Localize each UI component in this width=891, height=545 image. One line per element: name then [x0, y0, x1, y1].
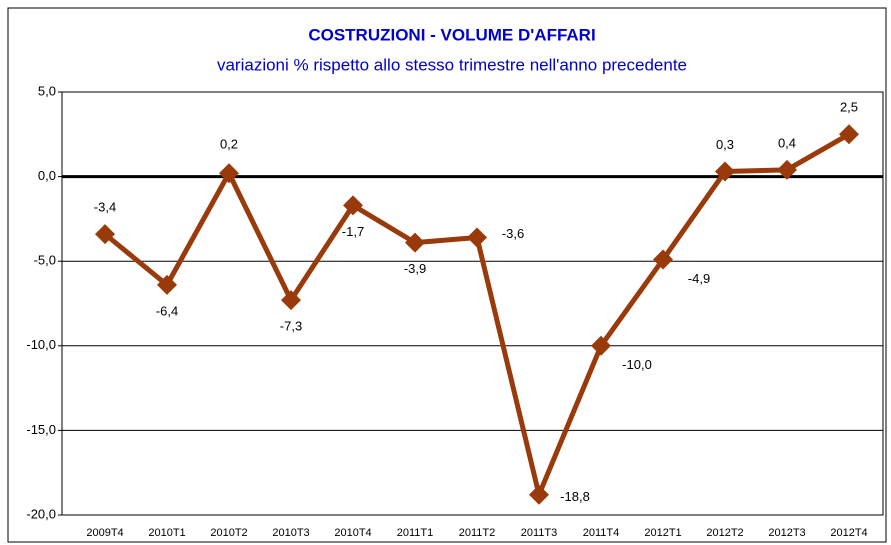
x-tick-label: 2011T3: [521, 527, 558, 539]
data-label: -3,6: [502, 226, 524, 241]
data-point: [95, 224, 115, 245]
y-tick-label: -5,0: [34, 253, 56, 268]
data-label: -6,4: [156, 303, 178, 318]
data-point: [591, 335, 611, 356]
chart-frame: [7, 7, 887, 543]
x-tick-label: 2011T1: [397, 527, 434, 539]
y-tick-label: -15,0: [26, 422, 56, 437]
y-tick-label: 5,0: [38, 83, 56, 98]
data-point: [219, 163, 239, 184]
x-tick-label: 2012T1: [644, 527, 681, 539]
data-point: [653, 249, 673, 270]
x-tick-label: 2012T3: [768, 527, 805, 539]
y-tick-label: -10,0: [26, 337, 56, 352]
data-point: [529, 484, 549, 505]
x-tick-label: 2010T3: [272, 527, 309, 539]
data-label: -7,3: [280, 319, 302, 334]
data-point: [157, 274, 177, 295]
x-tick-label: 2010T2: [210, 527, 247, 539]
x-tick-label: 2009T4: [86, 527, 123, 539]
data-label: 0,3: [716, 137, 734, 152]
y-tick-label: -20,0: [26, 506, 56, 521]
x-tick-label: 2010T1: [148, 527, 185, 539]
data-label: 2,5: [840, 100, 858, 115]
x-tick-label: 2012T4: [830, 527, 867, 539]
x-tick-label: 2011T2: [459, 527, 496, 539]
data-point: [467, 227, 487, 248]
data-point: [343, 195, 363, 216]
data-point: [405, 232, 425, 253]
chart-title: COSTRUZIONI - VOLUME D'AFFARI: [308, 25, 595, 44]
data-label: 0,2: [220, 137, 238, 152]
data-label: -10,0: [622, 357, 652, 372]
x-tick-label: 2011T4: [583, 527, 620, 539]
y-tick-label: 0,0: [38, 168, 56, 183]
data-label: 0,4: [778, 135, 796, 150]
data-label: -4,9: [688, 271, 710, 286]
data-point: [777, 159, 797, 180]
chart-subtitle: variazioni % rispetto allo stesso trimes…: [217, 55, 687, 74]
data-label: -1,7: [342, 224, 364, 239]
data-label: -3,4: [94, 200, 116, 215]
x-tick-label: 2010T4: [334, 527, 371, 539]
x-tick-label: 2012T2: [706, 527, 743, 539]
data-label: -3,9: [404, 261, 426, 276]
data-point: [281, 290, 301, 311]
data-label: -18,8: [560, 489, 590, 504]
data-point: [839, 124, 859, 145]
data-point: [715, 161, 735, 182]
